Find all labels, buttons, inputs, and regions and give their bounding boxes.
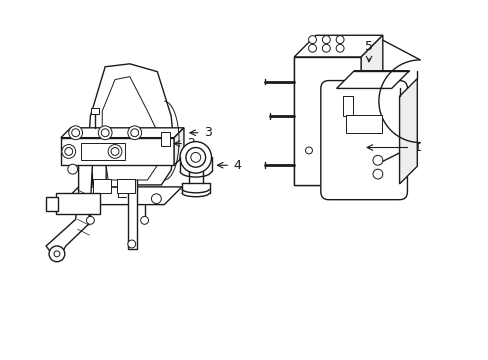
Bar — [56, 193, 100, 215]
Circle shape — [141, 216, 148, 224]
Bar — [346, 115, 381, 133]
Bar — [294, 57, 361, 185]
Circle shape — [111, 148, 119, 156]
Polygon shape — [361, 35, 382, 185]
Circle shape — [49, 246, 65, 262]
Circle shape — [69, 126, 82, 140]
Circle shape — [322, 44, 329, 52]
Circle shape — [108, 145, 122, 158]
Polygon shape — [61, 138, 174, 165]
Circle shape — [335, 44, 344, 52]
Circle shape — [62, 145, 76, 158]
Text: 1: 1 — [412, 141, 420, 154]
Circle shape — [190, 152, 200, 162]
Bar — [343, 96, 352, 116]
Text: 5: 5 — [365, 40, 372, 53]
Circle shape — [86, 216, 94, 224]
Circle shape — [372, 156, 382, 165]
Bar — [46, 197, 58, 211]
Bar — [81, 143, 124, 160]
Bar — [117, 179, 135, 193]
Text: 3: 3 — [203, 126, 211, 139]
Polygon shape — [106, 135, 133, 187]
Circle shape — [127, 126, 142, 140]
Circle shape — [54, 251, 60, 257]
Bar — [161, 132, 170, 145]
Circle shape — [305, 147, 312, 154]
Circle shape — [185, 148, 205, 167]
Polygon shape — [46, 165, 92, 257]
Polygon shape — [294, 35, 382, 57]
Circle shape — [130, 129, 139, 137]
Circle shape — [72, 129, 80, 137]
Polygon shape — [336, 71, 408, 89]
Circle shape — [151, 194, 161, 204]
Polygon shape — [399, 78, 416, 184]
Circle shape — [308, 36, 316, 44]
Circle shape — [68, 164, 78, 174]
Circle shape — [372, 169, 382, 179]
FancyBboxPatch shape — [320, 81, 407, 200]
Circle shape — [335, 36, 344, 44]
Polygon shape — [174, 128, 183, 165]
Polygon shape — [102, 77, 159, 180]
Circle shape — [180, 141, 211, 173]
Polygon shape — [88, 64, 174, 185]
Bar — [93, 179, 111, 193]
Circle shape — [68, 194, 78, 204]
Bar — [127, 165, 137, 249]
Circle shape — [101, 129, 109, 137]
Text: 2: 2 — [186, 137, 194, 150]
Text: 4: 4 — [233, 159, 241, 172]
Circle shape — [308, 44, 316, 52]
Circle shape — [322, 36, 329, 44]
Polygon shape — [61, 128, 183, 138]
Polygon shape — [294, 57, 361, 185]
Circle shape — [65, 148, 73, 156]
Circle shape — [127, 240, 136, 248]
Circle shape — [98, 126, 112, 140]
Bar — [91, 108, 99, 114]
Polygon shape — [61, 187, 182, 204]
